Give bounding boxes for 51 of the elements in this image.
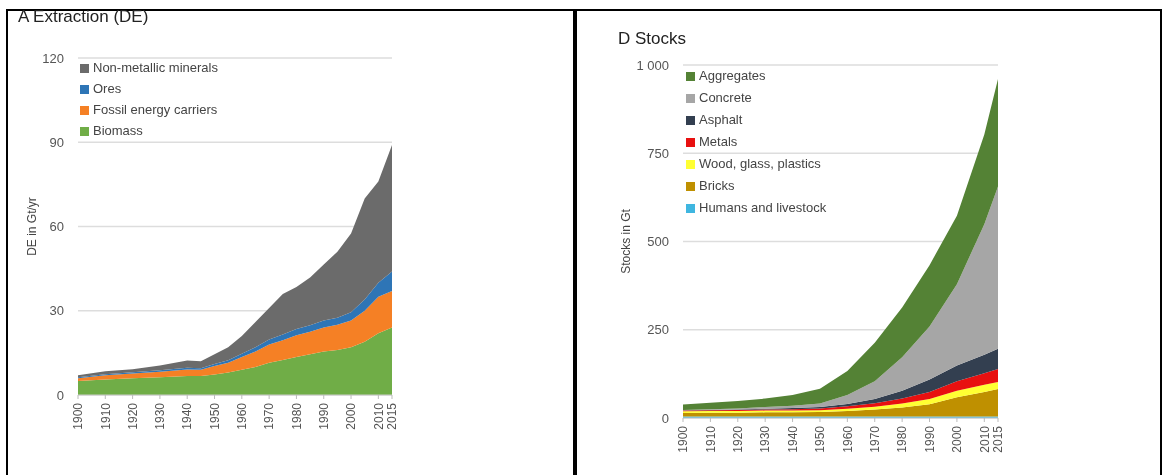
- x-tick-label: 1960: [235, 402, 250, 430]
- x-tick-label: 2015: [991, 425, 1006, 453]
- x-tick-label: 1900: [676, 425, 691, 453]
- legend-label: Fossil energy carriers: [93, 102, 218, 117]
- legend-label: Asphalt: [699, 112, 743, 127]
- x-tick-label: 1950: [813, 425, 828, 453]
- x-tick-label: 2000: [344, 402, 359, 430]
- y-tick-label: 750: [647, 145, 669, 161]
- x-tick-label: 1910: [98, 402, 113, 430]
- legend-label: Aggregates: [699, 68, 766, 83]
- x-tick-label: 1920: [730, 425, 745, 453]
- legend-label: Biomass: [93, 123, 144, 138]
- x-tick-label: 2010: [371, 402, 386, 430]
- y-axis-title: DE in Gt/yr: [25, 197, 39, 256]
- y-tick-label: 0: [661, 410, 669, 426]
- x-tick-label: 1970: [867, 425, 882, 453]
- legend-label: Concrete: [699, 90, 752, 105]
- x-tick-label: 1990: [316, 402, 331, 430]
- x-tick-label: 1970: [262, 402, 277, 430]
- y-tick-label: 60: [49, 219, 64, 235]
- x-tick-label: 1980: [895, 425, 910, 453]
- x-tick-label: 1980: [289, 402, 304, 430]
- x-tick-label: 1930: [153, 402, 168, 430]
- legend-label: Metals: [699, 134, 738, 149]
- legend-label: Humans and livestock: [699, 200, 827, 215]
- x-tick-label: 2010: [977, 425, 992, 453]
- y-tick-label: 90: [49, 134, 64, 150]
- x-tick-label: 2000: [950, 425, 965, 453]
- legend-label: Wood, glass, plastics: [699, 156, 822, 171]
- y-tick-label: 0: [56, 387, 64, 403]
- y-tick-label: 500: [647, 234, 669, 250]
- x-tick-label: 1940: [785, 425, 800, 453]
- x-tick-label: 1960: [840, 425, 855, 453]
- legend-label: Bricks: [699, 178, 735, 193]
- x-tick-label: 1990: [922, 425, 937, 453]
- x-tick-label: 1920: [125, 402, 140, 430]
- x-tick-label: 1950: [207, 402, 222, 430]
- x-tick-label: 1930: [758, 425, 773, 453]
- legend-label: Non-metallic minerals: [93, 60, 219, 75]
- y-tick-label: 250: [647, 322, 669, 338]
- x-tick-label: 1940: [180, 402, 195, 430]
- chart-title: D Stocks: [618, 29, 687, 48]
- y-axis-title: Stocks in Gt: [619, 208, 633, 274]
- y-tick-label: 1 000: [636, 57, 669, 73]
- x-tick-label: 2015: [385, 402, 400, 430]
- chart-title: A Extraction (DE): [18, 7, 149, 26]
- y-tick-label: 30: [49, 303, 64, 319]
- x-tick-label: 1900: [71, 402, 86, 430]
- legend-label: Ores: [93, 81, 122, 96]
- x-tick-label: 1910: [703, 425, 718, 453]
- y-tick-label: 120: [42, 50, 64, 66]
